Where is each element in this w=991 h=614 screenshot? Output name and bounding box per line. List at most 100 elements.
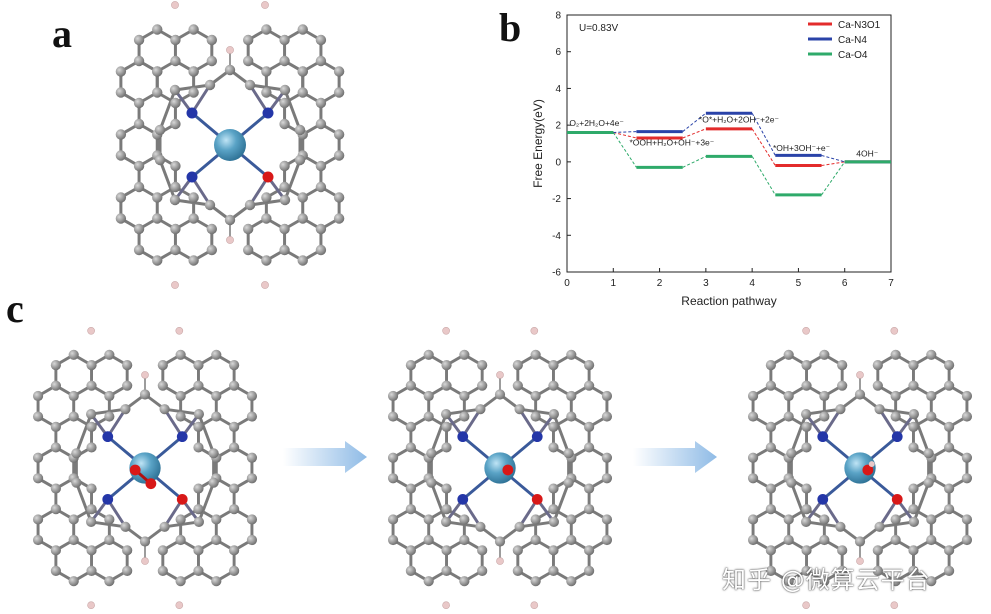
carbon-atom bbox=[783, 534, 794, 546]
hydrogen-atom bbox=[171, 1, 179, 9]
carbon-atom bbox=[154, 124, 166, 136]
carbon-atom bbox=[170, 97, 181, 109]
carbon-atom bbox=[50, 504, 61, 515]
carbon-atom bbox=[242, 244, 254, 256]
carbon-atom bbox=[584, 483, 595, 494]
carbon-atom bbox=[170, 181, 181, 193]
carbon-atom bbox=[188, 213, 199, 224]
hydrogen-atom bbox=[442, 326, 450, 335]
carbon-atom bbox=[297, 66, 308, 77]
carbon-atom bbox=[50, 483, 61, 494]
carbon-atom bbox=[944, 545, 955, 556]
carbon-atom bbox=[169, 194, 181, 206]
carbon-atom bbox=[333, 192, 345, 203]
carbon-atom bbox=[441, 516, 452, 527]
carbon-atom bbox=[923, 477, 934, 488]
carbon-atom bbox=[133, 223, 145, 235]
carbon-atom bbox=[890, 411, 901, 422]
carbon-atom bbox=[32, 514, 44, 525]
carbon-atom bbox=[188, 192, 199, 203]
carbon-atom bbox=[204, 79, 216, 91]
hydrogen-atom bbox=[141, 371, 149, 379]
calcium-atom bbox=[484, 452, 516, 484]
carbon-atom bbox=[765, 442, 776, 453]
carbon-atom bbox=[104, 534, 115, 546]
carbon-atom bbox=[175, 576, 186, 587]
carbon-atom bbox=[783, 349, 794, 360]
carbon-atom bbox=[206, 223, 218, 235]
structure-c-1 bbox=[32, 326, 258, 610]
carbon-atom bbox=[786, 448, 797, 459]
carbon-atom bbox=[315, 34, 327, 46]
carbon-atom bbox=[297, 24, 308, 35]
c-c-bond bbox=[912, 482, 930, 523]
x-axis-label: Reaction pathway bbox=[681, 294, 776, 308]
process-arrows bbox=[283, 441, 717, 473]
carbon-atom bbox=[115, 87, 127, 98]
oxygen-atom bbox=[176, 493, 188, 505]
c-c-bond bbox=[430, 482, 448, 523]
carbon-atom bbox=[279, 160, 290, 172]
carbon-atom bbox=[71, 477, 82, 488]
carbon-atom bbox=[441, 565, 452, 576]
carbon-atom bbox=[477, 545, 488, 556]
carbon-atom bbox=[874, 521, 885, 532]
carbon-atom bbox=[819, 514, 830, 525]
step-label: O₂+2H₂O+4e⁻ bbox=[569, 118, 624, 128]
carbon-atom bbox=[908, 409, 919, 420]
carbon-atom bbox=[115, 66, 127, 77]
carbon-atom bbox=[819, 349, 830, 360]
carbon-atom bbox=[175, 390, 186, 402]
carbon-atom bbox=[566, 514, 577, 525]
carbon-atom bbox=[104, 514, 115, 525]
carbon-atom bbox=[86, 565, 97, 576]
carbon-atom bbox=[405, 545, 416, 556]
carbon-atom bbox=[294, 124, 306, 136]
nitrogen-atom bbox=[176, 431, 188, 443]
carbon-atom bbox=[229, 504, 240, 515]
carbon-atom bbox=[115, 150, 127, 161]
carbon-atom bbox=[512, 380, 523, 391]
carbon-atom bbox=[152, 213, 163, 224]
carbon-atom bbox=[152, 255, 163, 266]
carbon-atom bbox=[837, 360, 848, 371]
carbon-atom bbox=[601, 534, 613, 546]
carbon-atom bbox=[783, 411, 794, 422]
carbon-atom bbox=[548, 504, 559, 515]
carbon-atom bbox=[193, 380, 204, 391]
step-label: *O*+H₂O+2OH⁻+2e⁻ bbox=[699, 114, 780, 124]
transition-line bbox=[613, 131, 637, 133]
carbon-atom bbox=[315, 223, 327, 235]
carbon-atom bbox=[512, 360, 523, 371]
hydrogen-atom bbox=[496, 371, 504, 379]
carbon-atom bbox=[279, 223, 290, 235]
oxygen-atom bbox=[891, 493, 903, 505]
x-tick-label: 2 bbox=[657, 278, 663, 289]
carbon-atom bbox=[211, 534, 222, 546]
carbon-atom bbox=[242, 223, 254, 235]
carbon-atom bbox=[566, 390, 577, 402]
carbon-atom bbox=[193, 516, 204, 527]
carbon-atom bbox=[926, 534, 937, 546]
carbon-atom bbox=[193, 565, 204, 576]
carbon-atom bbox=[584, 565, 595, 576]
carbon-atom bbox=[229, 360, 240, 371]
carbon-atom bbox=[944, 504, 955, 515]
hydrogen-atom bbox=[856, 557, 864, 565]
x-tick-label: 7 bbox=[888, 278, 894, 289]
atoms bbox=[32, 326, 258, 610]
carbon-atom bbox=[441, 545, 452, 556]
carbon-atom bbox=[387, 390, 399, 402]
atoms bbox=[387, 326, 613, 610]
carbon-atom bbox=[908, 545, 919, 556]
carbon-atom bbox=[193, 545, 204, 556]
hydrogen-atom bbox=[530, 326, 539, 335]
carbon-atom bbox=[405, 565, 416, 576]
carbon-atom bbox=[175, 349, 186, 360]
carbon-atom bbox=[157, 380, 168, 391]
carbon-atom bbox=[157, 545, 168, 556]
c-c-bond bbox=[790, 413, 808, 454]
carbon-atom bbox=[133, 244, 145, 256]
hydrogen-atom bbox=[87, 326, 95, 335]
carbon-atom bbox=[459, 534, 470, 546]
